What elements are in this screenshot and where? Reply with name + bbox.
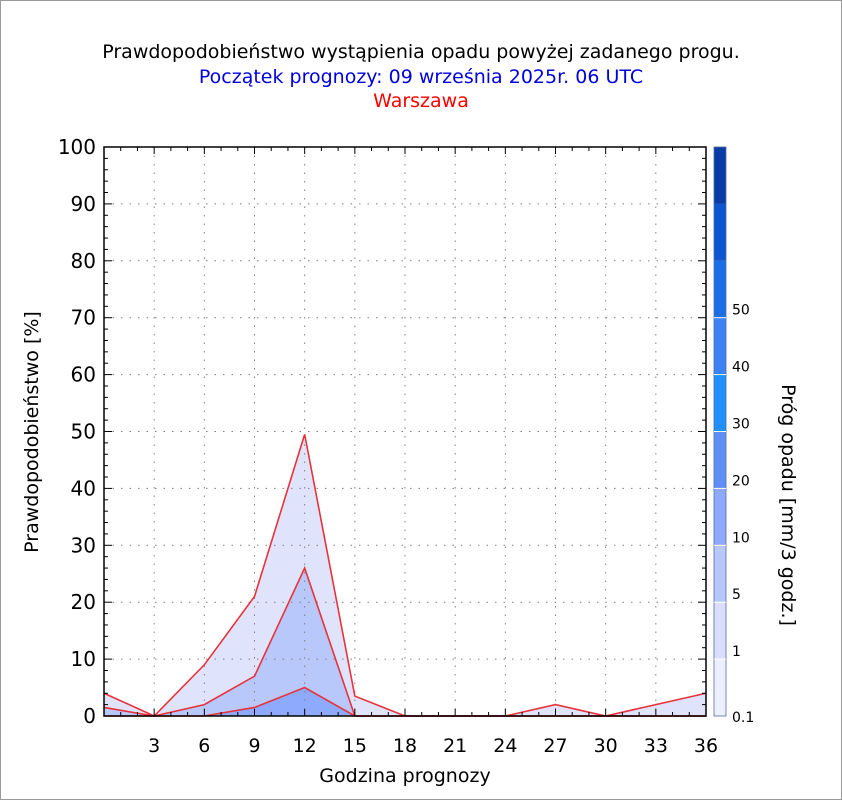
y-tick-label: 80: [71, 249, 96, 273]
colorbar-label: Próg opadu [mm/3 godz.]: [777, 384, 799, 626]
colorbar-segment: [714, 260, 726, 318]
colorbar-segment: [714, 659, 726, 716]
colorbar-segment: [714, 147, 726, 204]
x-tick-label: 36: [694, 735, 718, 757]
colorbar-segment: [714, 545, 726, 603]
y-tick-label: 10: [71, 647, 96, 671]
x-tick-label: 21: [443, 735, 467, 757]
x-tick-label: 33: [644, 735, 668, 757]
y-tick-label: 30: [71, 533, 96, 557]
series-lines: [103, 434, 707, 717]
colorbar-tick-label: 50: [732, 303, 750, 319]
y-tick-label: 20: [71, 590, 96, 614]
colorbar-segment: [714, 317, 726, 375]
x-tick-label: 24: [493, 735, 517, 757]
series-line-0.1: [103, 434, 707, 717]
y-tick-label: 100: [58, 135, 96, 159]
series-area-1: [104, 568, 706, 716]
colorbar: 0.1 1 5 10 20 30 40 50: [713, 146, 754, 726]
y-tick-label: 0: [83, 704, 96, 728]
colorbar-segment: [714, 431, 726, 489]
y-tick-label: 90: [71, 192, 96, 216]
y-axis-label: Prawdopodobieństwo [%]: [21, 311, 43, 553]
colorbar-tick-label: 30: [732, 417, 750, 433]
axes: 3 6 9 12 15 18 21 24 27 30 33 360102030405060708090…: [58, 135, 718, 757]
x-tick-label: 6: [198, 735, 210, 757]
colorbar-segment: [714, 488, 726, 546]
x-tick-label: 27: [543, 735, 567, 757]
colorbar-tick-label: 1: [732, 644, 741, 660]
colorbar-segment: [714, 602, 726, 660]
colorbar-tick-label: 10: [732, 530, 750, 546]
x-tick-label: 15: [343, 735, 367, 757]
colorbar-segment: [714, 203, 726, 261]
forecast-start: Początek prognozy: 09 września 2025r. 06…: [198, 66, 644, 88]
y-tick-label: 70: [71, 306, 96, 330]
chart-title: Prawdopodobieństwo wystąpienia opadu pow…: [102, 41, 740, 63]
grid-lines: [104, 147, 706, 716]
x-tick-label: 9: [248, 735, 260, 757]
x-tick-label: 3: [148, 735, 160, 757]
x-tick-label: 30: [594, 735, 618, 757]
colorbar-tick-label: 40: [732, 360, 750, 376]
colorbar-tick-label: 5: [732, 587, 741, 603]
y-tick-label: 60: [71, 363, 96, 387]
location-name: Warszawa: [373, 90, 469, 112]
colorbar-segment: [714, 374, 726, 432]
series-area-0.1: [104, 434, 706, 716]
colorbar-tick-label: 0.1: [732, 710, 754, 726]
x-tick-label: 18: [393, 735, 417, 757]
series-areas: [104, 434, 706, 716]
colorbar-tick-label: 20: [732, 473, 750, 489]
x-tick-label: 12: [293, 735, 317, 757]
x-axis-label: Godzina prognozy: [319, 765, 490, 787]
y-tick-label: 50: [71, 420, 96, 444]
y-tick-label: 40: [71, 476, 96, 500]
